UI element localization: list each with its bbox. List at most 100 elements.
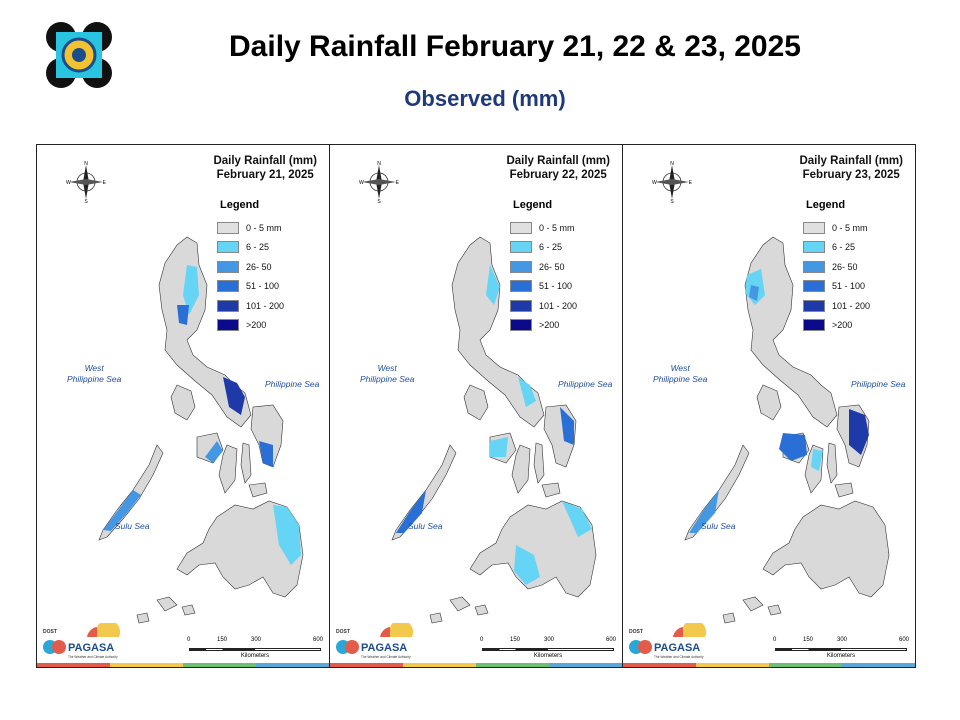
legend-swatch — [510, 260, 532, 273]
legend-item: 6 - 25 — [803, 238, 870, 258]
legend-swatch — [217, 241, 239, 254]
map-title-line2: February 23, 2025 — [802, 169, 900, 181]
compass-north: N — [84, 161, 88, 167]
sea-label-west-philippine: West Philippine Sea — [360, 363, 415, 384]
legend-swatch — [217, 260, 239, 273]
sulu-islands-shape — [136, 596, 196, 624]
legend-swatch — [803, 260, 825, 273]
footer-color-strip — [37, 663, 329, 667]
legend-swatch — [217, 299, 239, 312]
compass-north: N — [377, 161, 381, 167]
legend-feb22: Legend 0 - 5 mm 6 - 25 26- 50 51 - 100 1… — [510, 199, 577, 335]
legend-title: Legend — [806, 199, 846, 211]
rainfall-map-feb23 — [684, 236, 890, 624]
legend-item: 0 - 5 mm — [803, 218, 870, 238]
sea-label-sulu: Sulu Sea — [408, 521, 443, 531]
compass-south: S — [377, 199, 381, 203]
bohol-shape — [248, 482, 268, 498]
compass-north: N — [670, 161, 674, 167]
compass-east: E — [103, 180, 107, 186]
compass-west: W — [359, 180, 364, 186]
north-arrow-icon: N S E W — [651, 161, 693, 205]
legend-item: 0 - 5 mm — [510, 218, 577, 238]
map-title-line1: Daily Rainfall (mm) — [506, 155, 610, 167]
svg-text:PAGASA: PAGASA — [361, 642, 407, 654]
mindoro-shape — [756, 384, 782, 421]
legend-item: 101 - 200 — [803, 296, 870, 316]
legend-swatch — [510, 319, 532, 332]
legend-item: 101 - 200 — [217, 296, 284, 316]
legend-swatch — [803, 221, 825, 234]
legend-label: 6 - 25 — [246, 242, 270, 253]
legend-label: 101 - 200 — [246, 300, 285, 311]
page-title: Daily Rainfall February 21, 22 & 23, 202… — [229, 30, 801, 63]
legend-swatch — [510, 241, 532, 254]
mindanao-shape — [176, 500, 304, 598]
legend-label: 6 - 25 — [832, 242, 856, 253]
svg-text:DOST: DOST — [43, 629, 57, 635]
legend-swatch — [510, 280, 532, 293]
sea-label-sulu: Sulu Sea — [701, 521, 736, 531]
north-arrow-icon: N S E W — [358, 161, 400, 205]
scale-bar: 0 150 300 600 Kilometers — [773, 637, 910, 659]
negros-shape — [218, 444, 238, 494]
legend-label: 26- 50 — [539, 261, 565, 272]
legend-swatch — [510, 299, 532, 312]
north-arrow-icon: N S E W — [65, 161, 107, 205]
svg-text:PAGASA: PAGASA — [68, 642, 114, 654]
svg-text:DOST: DOST — [629, 629, 643, 635]
svg-text:PAGASA: PAGASA — [654, 642, 700, 654]
sea-label-west-philippine: West Philippine Sea — [653, 363, 708, 384]
compass-south: S — [84, 199, 88, 203]
compass-west: W — [66, 180, 71, 186]
map-title-feb23: Daily Rainfall (mm) February 23, 2025 — [799, 154, 903, 182]
legend-title: Legend — [220, 199, 260, 211]
legend-label: 0 - 5 mm — [832, 222, 868, 233]
dost-logo — [46, 22, 112, 88]
legend-item: 51 - 100 — [510, 277, 577, 297]
sea-label-west-philippine: West Philippine Sea — [67, 363, 122, 384]
map-title-line2: February 21, 2025 — [216, 169, 314, 181]
legend-swatch — [510, 221, 532, 234]
mindanao-shape — [762, 500, 890, 598]
legend-item: 101 - 200 — [510, 296, 577, 316]
negros-shape — [511, 444, 531, 494]
sulu-islands-shape — [722, 596, 782, 624]
legend-label: 26- 50 — [246, 261, 272, 272]
legend-label: 101 - 200 — [832, 300, 871, 311]
sulu-islands-shape — [429, 596, 489, 624]
legend-item: >200 — [217, 316, 284, 336]
bohol-shape — [541, 482, 561, 498]
legend-item: 51 - 100 — [217, 277, 284, 297]
cebu-shape — [533, 442, 545, 484]
legend-item: 6 - 25 — [510, 238, 577, 258]
legend-swatch — [803, 299, 825, 312]
legend-label: 51 - 100 — [539, 281, 573, 292]
legend-item: >200 — [510, 316, 577, 336]
pagasa-logo: PAGASA DOST The Weather and Climate Auth… — [41, 619, 121, 663]
pagasa-logo: PAGASA DOST The Weather and Climate Auth… — [334, 619, 414, 663]
cebu-shape — [826, 442, 838, 484]
legend-label: 6 - 25 — [539, 242, 563, 253]
mindanao-shape — [469, 500, 597, 598]
map-title-line1: Daily Rainfall (mm) — [799, 155, 903, 167]
bohol-shape — [834, 482, 854, 498]
page-subtitle: Observed (mm) — [404, 86, 566, 111]
legend-item: >200 — [803, 316, 870, 336]
legend-swatch — [217, 221, 239, 234]
legend-label: >200 — [832, 320, 853, 331]
cebu-shape — [240, 442, 252, 484]
legend-swatch — [803, 280, 825, 293]
compass-south: S — [670, 199, 674, 203]
map-panels: N S E W Daily Rainfall (mm) February 21,… — [36, 144, 916, 668]
footer-color-strip — [330, 663, 622, 667]
map-title-feb22: Daily Rainfall (mm) February 22, 2025 — [506, 154, 610, 182]
pagasa-logo: PAGASA DOST The Weather and Climate Auth… — [627, 619, 707, 663]
sea-label-philippine: Philippine Sea — [265, 379, 320, 389]
sea-label-philippine: Philippine Sea — [851, 379, 906, 389]
map-panel-feb22: N S E W Daily Rainfall (mm) February 22,… — [330, 145, 623, 667]
legend-label: 51 - 100 — [246, 281, 280, 292]
legend-label: 101 - 200 — [539, 300, 578, 311]
compass-east: E — [689, 180, 693, 186]
legend-swatch — [217, 280, 239, 293]
